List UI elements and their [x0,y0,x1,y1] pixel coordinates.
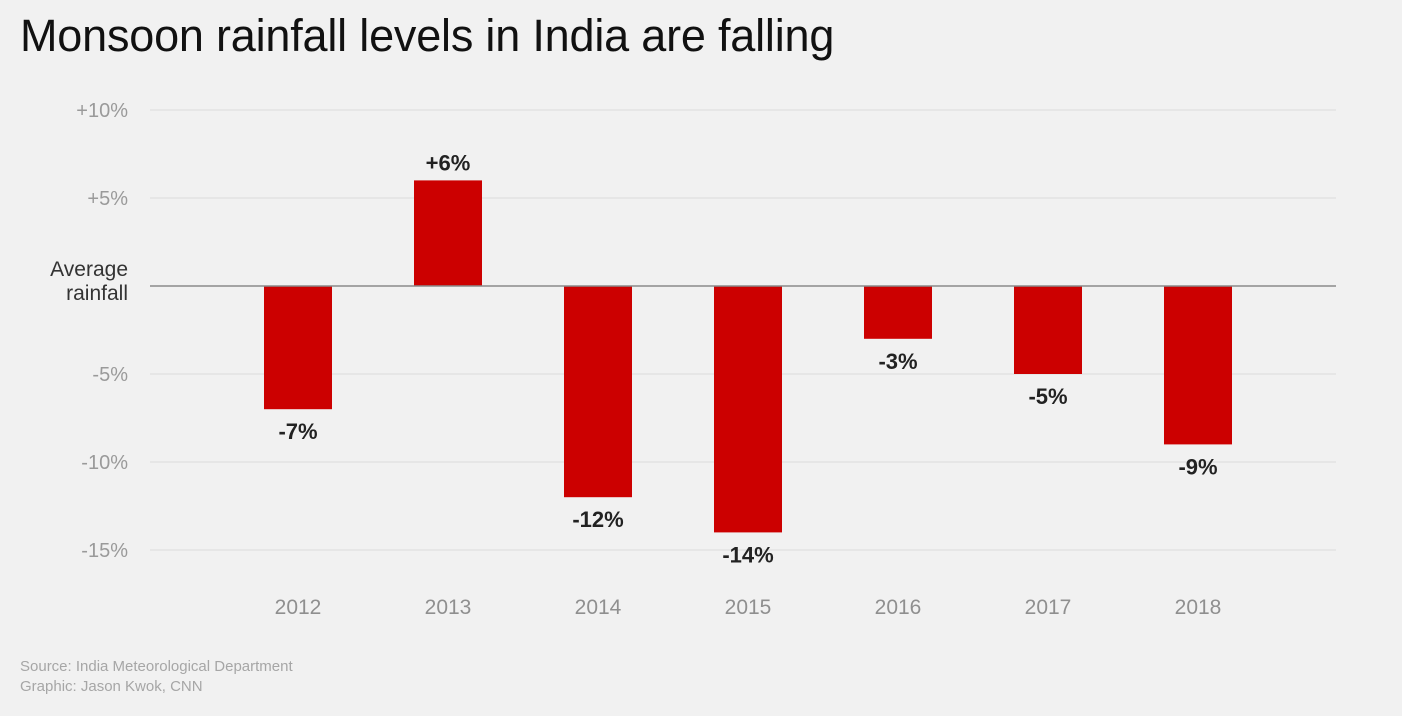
y-tick-label: -10% [81,452,128,474]
y-tick-label: +5% [87,188,128,210]
y-tick-label: -5% [92,364,128,386]
y-tick-label-average-1: Average [50,258,128,281]
data-label-2013: +6% [426,150,471,175]
x-tick-label-2018: 2018 [1175,596,1222,619]
data-label-2016: -3% [878,349,917,374]
x-tick-label-2012: 2012 [275,596,322,619]
footer: Source: India Meteorological Department … [20,657,293,697]
bars [264,180,1232,533]
data-label-2015: -14% [722,542,773,567]
x-tick-label-2013: 2013 [425,596,472,619]
bar-2012 [264,286,332,410]
bar-2014 [564,286,632,498]
x-axis-labels: 2012 2013 2014 2015 2016 2017 2018 [275,596,1222,619]
bar-2013 [414,180,482,286]
data-label-2018: -9% [1178,454,1217,479]
x-tick-label-2017: 2017 [1025,596,1072,619]
chart-title: Monsoon rainfall levels in India are fal… [20,10,835,61]
data-label-2012: -7% [278,419,317,444]
y-tick-label: -15% [81,540,128,562]
x-tick-label-2015: 2015 [725,596,772,619]
bar-2015 [714,286,782,533]
data-label-2014: -12% [572,507,623,532]
x-tick-label-2014: 2014 [575,596,622,619]
credit-note: Graphic: Jason Kwok, CNN [20,678,203,695]
data-label-2017: -5% [1028,384,1067,409]
bar-2016 [864,286,932,339]
bar-2018 [1164,286,1232,445]
y-tick-label-average-2: rainfall [66,282,128,305]
source-note: Source: India Meteorological Department [20,658,293,675]
x-tick-label-2016: 2016 [875,596,922,619]
bar-2017 [1014,286,1082,374]
data-labels: -7% +6% -12% -14% -3% -5% -9% [278,150,1217,567]
y-tick-label: +10% [76,100,128,122]
